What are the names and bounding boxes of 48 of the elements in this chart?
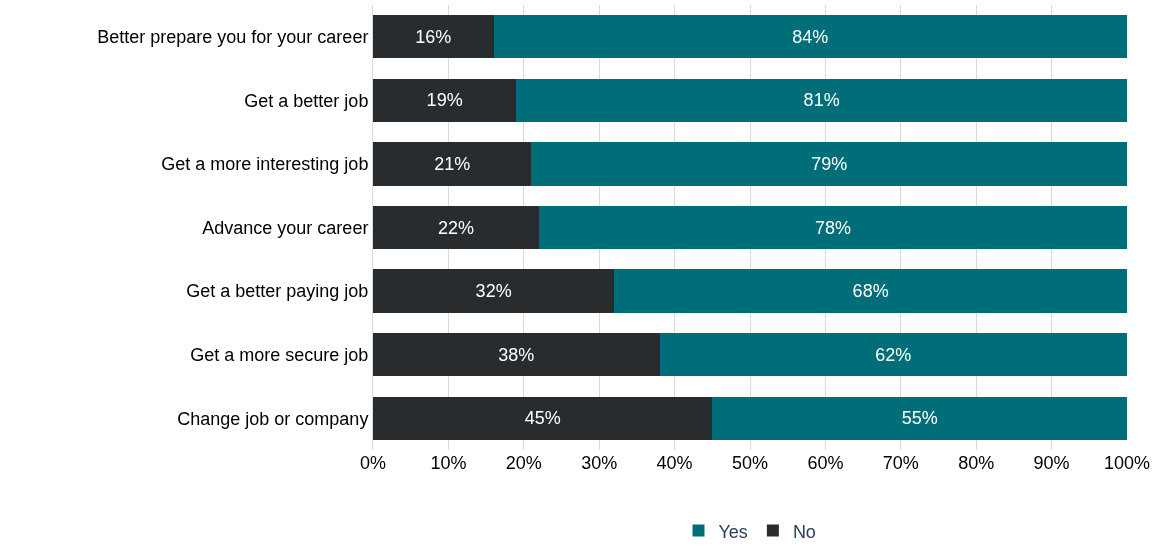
- bar: [373, 205, 539, 250]
- bar: [493, 15, 1127, 59]
- bar: [531, 142, 1127, 186]
- x-tick-label: 10%: [430, 453, 467, 473]
- bar: [659, 333, 1127, 377]
- data-label: 79%: [811, 153, 848, 174]
- x-tick-label: 80%: [958, 453, 995, 473]
- y-tick-label: Advance your career: [202, 217, 369, 238]
- x-tick-label: 90%: [1033, 453, 1070, 473]
- x-tick-label: 30%: [581, 453, 618, 473]
- bar: [712, 396, 1127, 440]
- data-label: 22%: [437, 217, 474, 238]
- x-tick-label: 60%: [807, 453, 844, 473]
- data-label: 16%: [415, 26, 452, 47]
- y-tick-label: Get a more secure job: [190, 344, 369, 365]
- bar: [373, 78, 517, 122]
- x-tick-label: 100%: [1103, 453, 1151, 473]
- bar: [373, 15, 494, 59]
- data-label: 21%: [434, 153, 471, 174]
- bar: [538, 205, 1127, 250]
- data-label: 32%: [475, 281, 512, 302]
- x-tick-label: 20%: [505, 453, 542, 473]
- data-label: 84%: [792, 26, 829, 47]
- x-tick-label: 70%: [882, 453, 919, 473]
- x-tick-label: 0%: [359, 453, 387, 473]
- bar: [373, 396, 713, 440]
- data-label: 62%: [875, 344, 912, 365]
- y-tick-label: Get a more interesting job: [161, 154, 369, 175]
- legend-label: Yes: [718, 521, 748, 542]
- x-tick-label: 50%: [731, 453, 769, 473]
- bar: [614, 269, 1127, 313]
- y-tick-label: Better prepare you for your career: [97, 27, 369, 48]
- bar: [373, 269, 615, 313]
- y-tick-label: Change job or company: [177, 408, 369, 429]
- data-label: 68%: [852, 281, 889, 302]
- bar: [516, 78, 1127, 122]
- bar: [373, 142, 532, 186]
- bar: [373, 333, 660, 377]
- y-tick-label: Get a better paying job: [186, 281, 369, 302]
- data-label: 19%: [426, 90, 463, 111]
- data-label: 38%: [498, 344, 535, 365]
- data-label: 45%: [524, 408, 561, 429]
- data-label: 78%: [814, 217, 851, 238]
- data-label: 81%: [803, 90, 840, 111]
- legend-label: No: [792, 521, 816, 542]
- y-tick-label: Get a better job: [244, 90, 369, 111]
- x-tick-label: 40%: [656, 453, 693, 473]
- data-label: 55%: [901, 408, 938, 429]
